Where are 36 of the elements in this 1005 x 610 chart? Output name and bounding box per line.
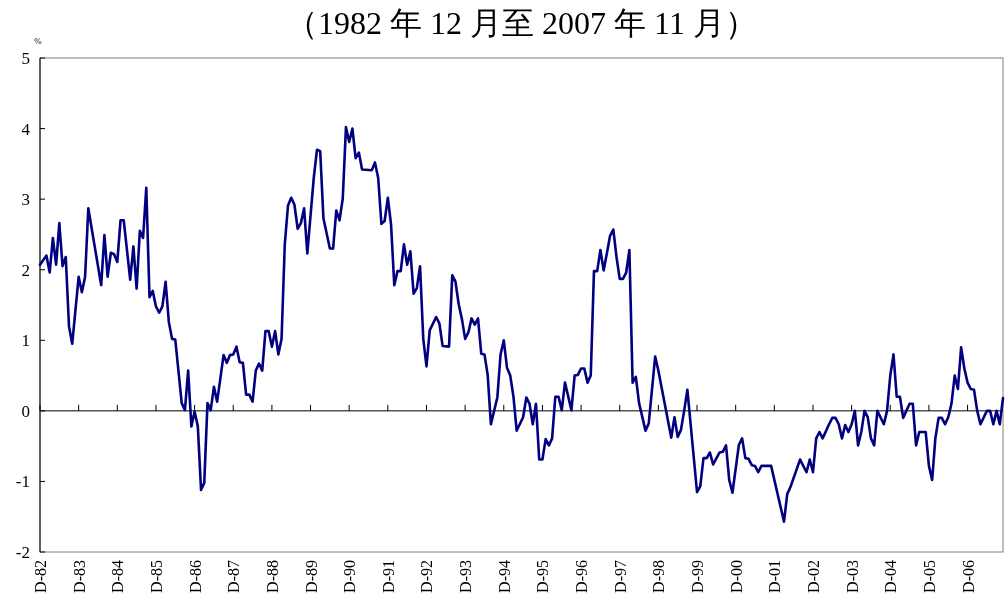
chart-title: （1982 年 12 月至 2007 年 11 月） <box>286 5 757 41</box>
x-tick-label: D-90 <box>341 560 359 593</box>
x-tick-label: D-00 <box>727 560 745 593</box>
x-tick-label: D-89 <box>302 560 320 593</box>
x-tick-label: D-83 <box>70 560 88 593</box>
y-axis-title: % <box>34 36 43 46</box>
x-tick-label: D-02 <box>804 560 822 593</box>
x-tick-label: D-92 <box>418 560 436 593</box>
x-tick-label: D-85 <box>147 560 165 593</box>
x-tick-label: D-94 <box>495 560 513 593</box>
x-tick-label: D-88 <box>263 560 281 593</box>
x-tick-label: D-96 <box>573 560 591 593</box>
x-tick-label: D-01 <box>766 560 784 593</box>
y-tick-label: 5 <box>21 49 30 68</box>
x-tick-label: D-03 <box>843 560 861 593</box>
y-tick-label: 3 <box>21 190 30 210</box>
x-tick-label: D-82 <box>32 560 49 593</box>
x-tick-label: D-93 <box>457 560 475 593</box>
y-tick-label: 2 <box>21 260 30 280</box>
x-tick-label: D-98 <box>650 560 668 593</box>
line-series <box>38 125 1005 523</box>
x-tick-label: D-06 <box>959 560 977 593</box>
x-tick-label: D-04 <box>882 560 900 593</box>
y-tick-label: 0 <box>21 401 30 421</box>
x-tick-label: D-87 <box>225 560 243 593</box>
y-tick-label: 4 <box>21 119 31 139</box>
y-tick-label: 1 <box>21 331 30 351</box>
x-tick-label: D-99 <box>689 560 707 593</box>
x-tick-label: D-97 <box>611 560 629 593</box>
y-tick-label: -2 <box>15 543 30 562</box>
x-tick-label: D-86 <box>186 560 204 593</box>
y-tick-label: -1 <box>15 472 30 492</box>
x-tick-label: D-84 <box>109 560 127 593</box>
x-tick-label: D-91 <box>379 560 397 593</box>
x-tick-label: D-05 <box>920 560 938 593</box>
x-tick-label: D-95 <box>534 560 552 593</box>
